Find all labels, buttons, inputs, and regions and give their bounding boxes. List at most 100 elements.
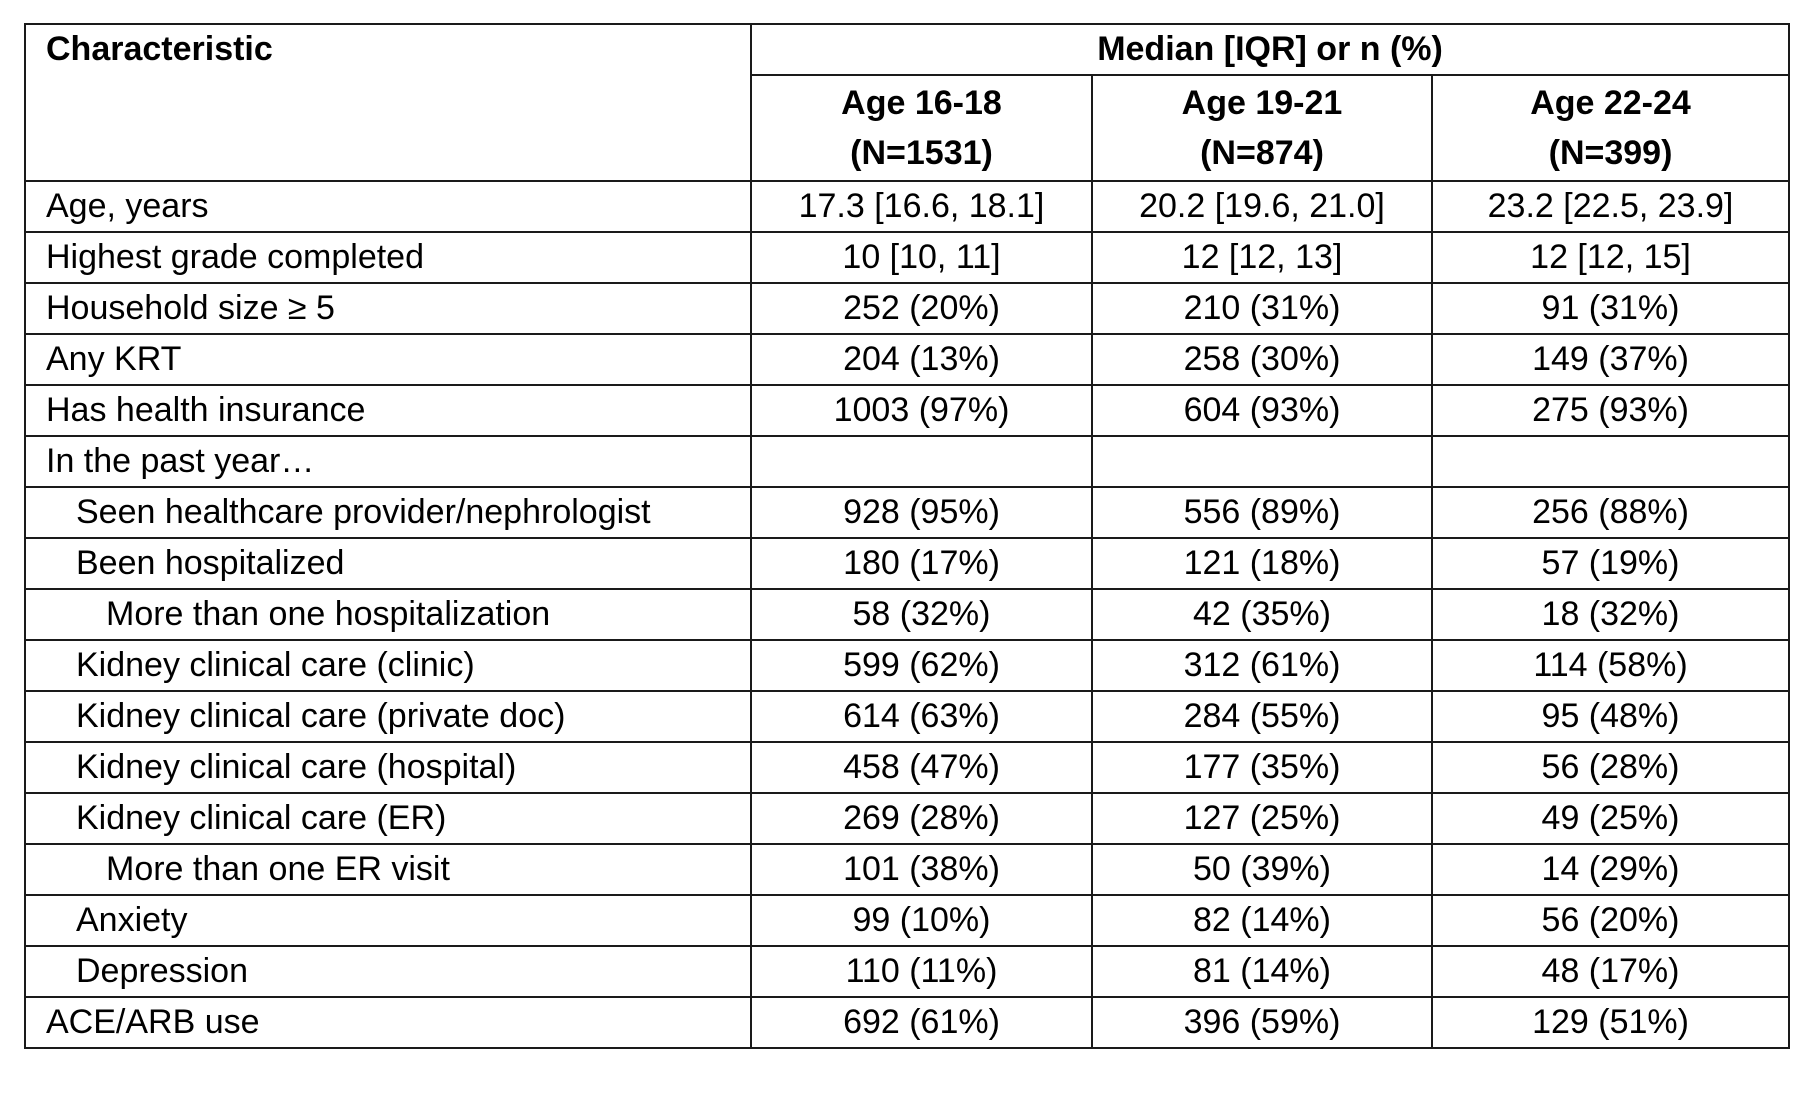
table-row: Kidney clinical care (private doc) 614 (6… [24,690,1791,743]
row-value-cell: 82 (14%) [1091,894,1433,947]
row-value-cell: 81 (14%) [1091,945,1433,998]
row-value-cell: 252 (20%) [750,282,1093,335]
row-value-cell: 149 (37%) [1430,333,1791,386]
table-row: In the past year… [24,435,1791,488]
characteristics-table: Characteristic Median [IQR] or n (%) Age… [24,23,1791,1049]
row-label: Has health insurance [24,384,752,437]
row-value-cell: 127 (25%) [1091,792,1433,845]
table-row: Anxiety 99 (10%) 82 (14%) 56 (20%) [24,894,1791,947]
table-row: Any KRT 204 (13%) 258 (30%) 149 (37%) [24,333,1791,386]
row-value-cell: 269 (28%) [750,792,1093,845]
sample-size-label: (N=874) [1200,134,1324,172]
row-value-cell: 692 (61%) [750,996,1093,1049]
row-value-cell: 256 (88%) [1430,486,1791,539]
row-value-cell: 928 (95%) [750,486,1093,539]
table-row: Depression 110 (11%) 81 (14%) 48 (17%) [24,945,1791,998]
row-value-cell: 57 (19%) [1430,537,1791,590]
row-label: More than one hospitalization [24,588,752,641]
row-value-cell: 56 (20%) [1430,894,1791,947]
row-label: Kidney clinical care (hospital) [24,741,752,794]
row-value-cell: 604 (93%) [1091,384,1433,437]
table-header: Characteristic Median [IQR] or n (%) Age… [24,23,1791,182]
row-value-cell: 58 (32%) [750,588,1093,641]
row-value-cell: 177 (35%) [1091,741,1433,794]
row-value-cell [750,435,1093,488]
row-label: Depression [24,945,752,998]
row-label: Seen healthcare provider/nephrologist [24,486,752,539]
row-label: Kidney clinical care (clinic) [24,639,752,692]
row-value-cell: 258 (30%) [1091,333,1433,386]
row-value-cell: 56 (28%) [1430,741,1791,794]
row-value-cell: 129 (51%) [1430,996,1791,1049]
row-value-cell: 12 [12, 13] [1091,231,1433,284]
row-value-cell: 210 (31%) [1091,282,1433,335]
row-value-cell: 14 (29%) [1430,843,1791,896]
row-label: Anxiety [24,894,752,947]
table-row: Been hospitalized 180 (17%) 121 (18%) 57 (1… [24,537,1791,590]
median-iqr-group-header: Median [IQR] or n (%) [749,23,1791,76]
row-value-cell: 42 (35%) [1091,588,1433,641]
characteristic-column-header: Characteristic [24,23,752,182]
row-value-cell: 275 (93%) [1430,384,1791,437]
row-label: More than one ER visit [24,843,752,896]
row-value-cell: 101 (38%) [750,843,1093,896]
row-label: Highest grade completed [24,231,752,284]
row-value-cell: 396 (59%) [1091,996,1433,1049]
age-range-label: Age 19-21 [1181,84,1343,122]
row-value-cell: 180 (17%) [750,537,1093,590]
row-value-cell: 23.2 [22.5, 23.9] [1430,180,1791,233]
row-value-cell: 599 (62%) [750,639,1093,692]
table-row: Household size ≥ 5 252 (20%) 210 (31%) 91 (… [24,282,1791,335]
row-label: Kidney clinical care (private doc) [24,690,752,743]
row-value-cell: 17.3 [16.6, 18.1] [750,180,1093,233]
row-value-cell: 50 (39%) [1091,843,1433,896]
row-label: Been hospitalized [24,537,752,590]
row-label: Age, years [24,180,752,233]
sample-size-label: (N=399) [1548,134,1673,172]
row-value-cell: 458 (47%) [750,741,1093,794]
header-row-group: Characteristic Median [IQR] or n (%) [24,23,1791,182]
row-value-cell: 121 (18%) [1091,537,1433,590]
table-row: More than one ER visit 101 (38%) 50 (39%) 1… [24,843,1791,896]
table-row: Highest grade completed 10 [10, 11] 12 [12… [24,231,1791,284]
table-row: Kidney clinical care (clinic) 599 (62%) 31… [24,639,1791,692]
row-value-cell: 10 [10, 11] [750,231,1093,284]
row-value-cell: 20.2 [19.6, 21.0] [1091,180,1433,233]
row-label: Any KRT [24,333,752,386]
row-value-cell: 91 (31%) [1430,282,1791,335]
row-label: In the past year… [24,435,752,488]
table-row: Kidney clinical care (hospital) 458 (47%)… [24,741,1791,794]
row-value-cell: 12 [12, 15] [1430,231,1791,284]
table-row: Age, years 17.3 [16.6, 18.1] 20.2 [19.6, 2… [24,180,1791,233]
row-value-cell: 1003 (97%) [750,384,1093,437]
age-16-18-column-header: Age 16-18 (N=1531) [750,74,1093,182]
sample-size-label: (N=1531) [850,134,993,172]
row-value-cell: 114 (58%) [1430,639,1791,692]
age-22-24-column-header: Age 22-24 (N=399) [1430,74,1791,182]
table-row: Seen healthcare provider/nephrologist 928… [24,486,1791,539]
row-value-cell: 99 (10%) [750,894,1093,947]
age-range-label: Age 22-24 [1530,84,1691,122]
row-value-cell: 284 (55%) [1091,690,1433,743]
age-19-21-column-header: Age 19-21 (N=874) [1091,74,1433,182]
row-value-cell: 95 (48%) [1430,690,1791,743]
header-row-ages: Age 16-18 (N=1531) Age 19-21 (N=874) Age… [25,74,1791,182]
row-value-cell: 18 (32%) [1430,588,1791,641]
row-value-cell: 204 (13%) [750,333,1093,386]
row-value-cell: 49 (25%) [1430,792,1791,845]
table-row: More than one hospitalization 58 (32%) 42 … [24,588,1791,641]
row-value-cell: 312 (61%) [1091,639,1433,692]
table-row: ACE/ARB use 692 (61%) 396 (59%) 129 (51%) [24,996,1791,1049]
table-row: Has health insurance 1003 (97%) 604 (93%) 2… [24,384,1791,437]
table-row: Kidney clinical care (ER) 269 (28%) 127 (2… [24,792,1791,845]
row-label: ACE/ARB use [24,996,752,1049]
row-label: Household size ≥ 5 [24,282,752,335]
row-value-cell [1430,435,1791,488]
row-value-cell: 110 (11%) [750,945,1093,998]
row-label: Kidney clinical care (ER) [24,792,752,845]
row-value-cell: 556 (89%) [1091,486,1433,539]
row-value-cell: 48 (17%) [1430,945,1791,998]
row-value-cell: 614 (63%) [750,690,1093,743]
characteristics-table-container: Characteristic Median [IQR] or n (%) Age… [24,23,1791,1049]
row-value-cell [1091,435,1433,488]
